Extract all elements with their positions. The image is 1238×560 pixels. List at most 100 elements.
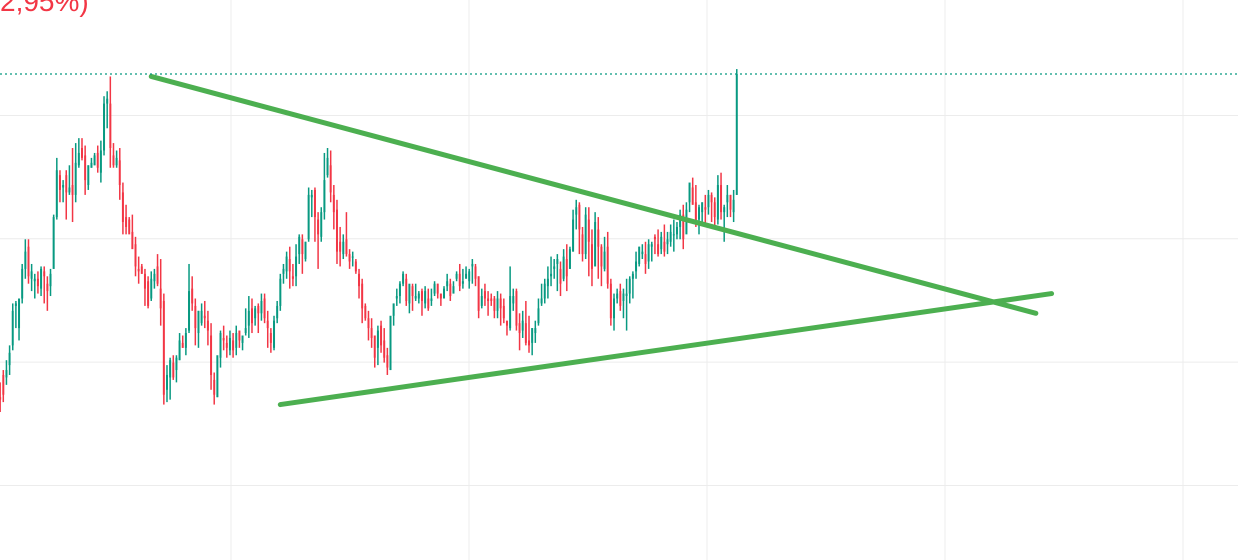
candle-body (279, 278, 282, 306)
candle-body (247, 310, 250, 326)
candle (197, 310, 200, 348)
candle-body (515, 291, 518, 326)
candle (587, 207, 590, 277)
candle (282, 263, 285, 284)
candle (405, 273, 408, 306)
candle (320, 207, 323, 242)
candle-body (452, 286, 455, 294)
candle-body (373, 335, 376, 358)
candle-body (140, 266, 143, 274)
candle (52, 214, 55, 269)
candle-body (691, 187, 694, 205)
candle-body (376, 330, 379, 348)
candle (461, 268, 464, 289)
candle (370, 318, 373, 348)
candle-body (433, 283, 436, 294)
candle (24, 239, 27, 279)
candle-body (524, 323, 527, 343)
candle (342, 234, 345, 260)
candle-body (27, 246, 30, 277)
candle-body (121, 192, 124, 223)
candle (713, 197, 716, 230)
candle (704, 194, 707, 225)
candle (298, 234, 301, 264)
candle-body (505, 320, 508, 326)
candle-body (471, 263, 474, 267)
candle (534, 320, 537, 343)
candle-body (90, 162, 93, 168)
candle (439, 293, 442, 306)
candle (99, 140, 102, 183)
candle-body (694, 202, 697, 223)
candle-body (263, 298, 266, 319)
candle-body (565, 259, 568, 277)
candle (499, 293, 502, 326)
candle (30, 263, 33, 292)
candle-body (698, 207, 701, 220)
candle (584, 207, 587, 260)
candle (0, 382, 2, 412)
candle-body (688, 182, 691, 203)
candle-body (398, 283, 401, 297)
candle-body (572, 219, 575, 252)
candle (578, 202, 581, 255)
candle (424, 286, 427, 309)
candle (559, 261, 562, 297)
candle-body (606, 246, 609, 284)
candle (669, 224, 672, 247)
candle-body (33, 278, 36, 282)
candle-body (477, 276, 480, 311)
candle-body (137, 268, 140, 272)
candle-body (77, 152, 80, 166)
candle-body (238, 330, 241, 341)
candle-body (534, 328, 537, 334)
candle-body (641, 251, 644, 255)
candle-body (200, 310, 203, 324)
candle-body (232, 340, 235, 351)
candle (33, 273, 36, 299)
candle (131, 214, 134, 250)
candle-body (84, 155, 87, 181)
candle-body (408, 283, 411, 304)
candle (509, 266, 512, 331)
candle-body (414, 296, 417, 299)
candle (269, 328, 272, 353)
candle (616, 288, 619, 304)
candle (512, 288, 515, 311)
candle (134, 236, 137, 277)
candle (27, 239, 30, 284)
candle (398, 281, 401, 304)
candle (43, 266, 46, 304)
candle-body (276, 305, 279, 319)
candle-body (191, 288, 194, 304)
candle-body (71, 185, 74, 195)
candle (414, 283, 417, 301)
candle-body (487, 298, 490, 301)
candle-body (128, 219, 131, 235)
candle-body (528, 340, 531, 346)
candle (480, 288, 483, 309)
candle-body (729, 194, 732, 210)
candle (474, 263, 477, 287)
candle-body (304, 241, 307, 260)
candle (5, 360, 8, 385)
candle (540, 283, 543, 306)
candle (380, 320, 383, 353)
candle (238, 330, 241, 348)
candle-body (512, 296, 515, 304)
candle-body (735, 74, 738, 195)
candle-body (663, 241, 666, 252)
trendline-layer (148, 73, 1055, 408)
candle (109, 76, 112, 168)
candle-body (509, 296, 512, 329)
candle-body (449, 283, 452, 297)
candle (225, 335, 228, 358)
candle (376, 325, 379, 366)
candle-body (465, 273, 468, 279)
candle (395, 288, 398, 306)
candle-body (125, 217, 128, 227)
candle (266, 310, 269, 348)
candle-body (424, 291, 427, 304)
candle-body (518, 323, 521, 334)
